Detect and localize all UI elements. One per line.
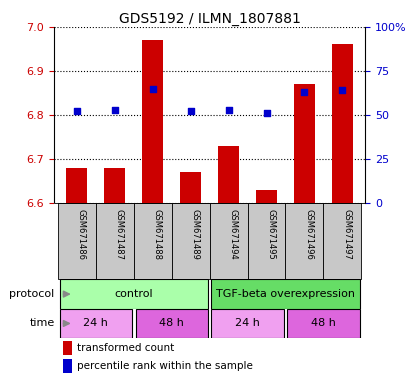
Bar (247, 203, 286, 280)
Text: GSM671486: GSM671486 (77, 209, 86, 260)
Text: GSM671489: GSM671489 (190, 209, 200, 260)
Point (73, 108, 80, 114)
Bar (142, 40, 163, 203)
Text: 24 h: 24 h (235, 318, 260, 328)
Text: GSM671495: GSM671495 (266, 209, 276, 260)
Bar (212, 280, 359, 309)
Point (187, 108, 194, 114)
Bar (60, 280, 207, 309)
Point (149, 86, 156, 92)
Text: transformed count: transformed count (77, 343, 175, 353)
Title: GDS5192 / ILMN_1807881: GDS5192 / ILMN_1807881 (119, 12, 300, 26)
Bar (136, 309, 208, 338)
Text: time: time (29, 318, 55, 328)
Text: GSM671497: GSM671497 (342, 209, 352, 260)
Text: GSM671487: GSM671487 (115, 209, 124, 260)
Bar (332, 45, 353, 203)
Bar (66, 168, 87, 203)
Text: GSM671494: GSM671494 (229, 209, 237, 260)
Text: 48 h: 48 h (311, 318, 336, 328)
Text: GSM671488: GSM671488 (153, 209, 161, 260)
Text: protocol: protocol (10, 289, 55, 299)
Point (301, 89, 308, 95)
Text: TGF-beta overexpression: TGF-beta overexpression (216, 289, 355, 299)
Bar (60, 309, 132, 338)
Bar (212, 309, 283, 338)
Bar (287, 309, 359, 338)
Text: 48 h: 48 h (159, 318, 184, 328)
Bar (134, 203, 172, 280)
Text: GSM671496: GSM671496 (305, 209, 313, 260)
Bar (63, 359, 72, 373)
Text: 24 h: 24 h (83, 318, 108, 328)
Point (225, 107, 232, 113)
Bar (172, 203, 210, 280)
Bar (286, 203, 323, 280)
Bar (63, 341, 72, 355)
Bar (96, 203, 134, 280)
Bar (323, 203, 361, 280)
Text: percentile rank within the sample: percentile rank within the sample (77, 361, 253, 371)
Point (111, 107, 118, 113)
Bar (58, 203, 96, 280)
Bar (210, 203, 247, 280)
Point (339, 87, 346, 93)
Bar (180, 172, 201, 203)
Point (263, 110, 270, 116)
Text: control: control (115, 289, 153, 299)
Bar (104, 168, 125, 203)
Bar (294, 84, 315, 203)
Bar (218, 146, 239, 203)
Bar (256, 190, 277, 203)
